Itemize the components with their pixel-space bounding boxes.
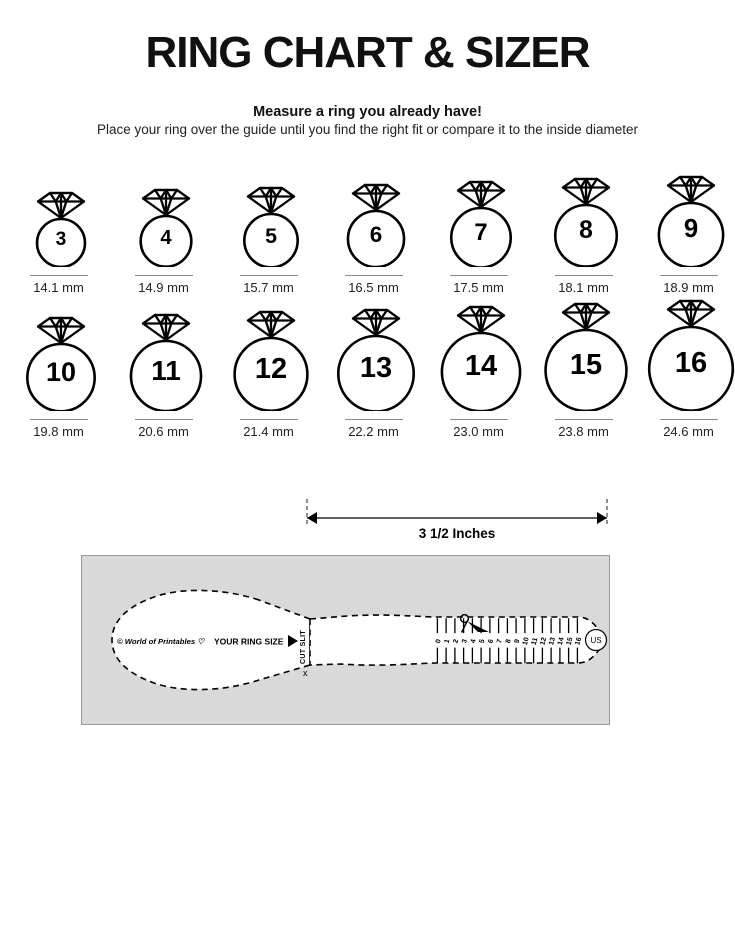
svg-text:x: x <box>303 668 308 678</box>
svg-text:YOUR RING SIZE: YOUR RING SIZE <box>214 637 284 647</box>
svg-text:US: US <box>590 636 601 645</box>
svg-text:3 1/2 Inches: 3 1/2 Inches <box>419 526 496 541</box>
svg-text:CUT SLIT: CUT SLIT <box>300 630 307 664</box>
svg-text:© World of Printables ♡: © World of Printables ♡ <box>117 637 205 646</box>
